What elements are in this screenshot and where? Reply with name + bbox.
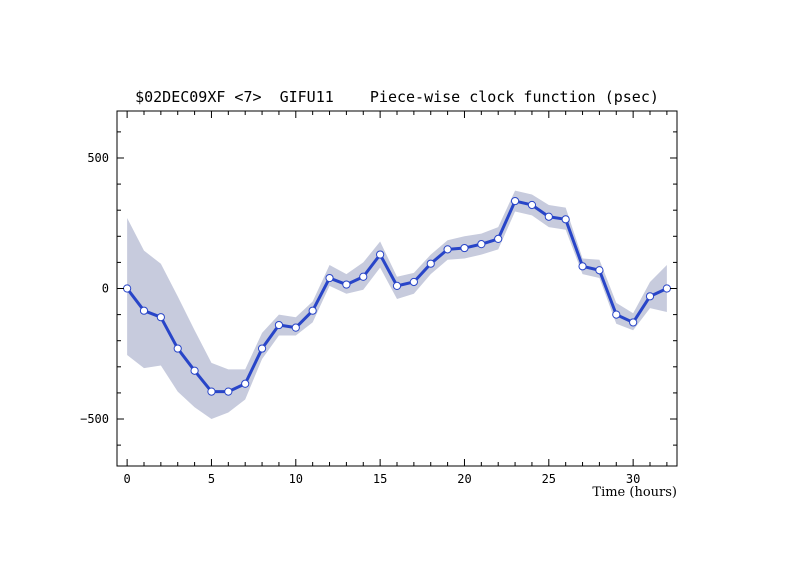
x-tick-label: 15 — [373, 472, 387, 486]
data-point — [325, 273, 334, 283]
data-point — [257, 344, 267, 353]
x-tick-label: 25 — [542, 472, 556, 486]
data-point — [662, 284, 671, 293]
tick-labels: 0 5 10 15 20 25 30 −500 0 500 — [80, 151, 640, 486]
data-point — [308, 306, 317, 315]
data-point — [274, 320, 284, 330]
data-point — [207, 387, 216, 396]
data-point — [173, 344, 182, 353]
data-point — [477, 240, 486, 249]
data-point — [510, 196, 520, 206]
data-point — [376, 250, 385, 259]
data-point — [494, 234, 503, 243]
chart-title: $02DEC09XF <7> GIFU11 Piece-wise clock f… — [135, 88, 659, 106]
y-tick-label: 0 — [102, 282, 109, 296]
data-point — [527, 200, 537, 210]
data-point — [392, 281, 402, 290]
data-point — [629, 318, 638, 327]
y-tick-label: 500 — [87, 151, 109, 165]
data-point — [645, 292, 655, 301]
data-point — [595, 266, 604, 275]
data-point — [190, 366, 199, 375]
x-tick-label: 20 — [457, 472, 471, 486]
data-point — [561, 215, 570, 224]
data-point — [460, 243, 469, 253]
uncertainty-band-layer — [127, 190, 667, 420]
data-point — [578, 262, 587, 271]
y-tick-label: −500 — [80, 412, 109, 426]
data-point — [544, 212, 553, 221]
data-point — [123, 284, 132, 293]
data-point-layer — [123, 196, 671, 396]
data-point — [342, 280, 351, 289]
x-tick-label: 5 — [208, 472, 215, 486]
data-point — [156, 313, 165, 322]
data-point — [224, 387, 233, 396]
axis-ticks — [117, 111, 677, 466]
data-point — [139, 306, 149, 315]
data-point — [409, 277, 418, 287]
data-point — [612, 310, 621, 319]
x-tick-label: 10 — [289, 472, 303, 486]
data-point — [359, 272, 368, 281]
x-tick-label: 0 — [124, 472, 131, 486]
data-point — [426, 259, 435, 268]
data-point — [291, 323, 300, 332]
x-tick-label: 30 — [626, 472, 640, 486]
data-point — [241, 379, 250, 388]
uncertainty-band — [127, 190, 667, 420]
x-axis-label: Time (hours) — [592, 485, 677, 500]
data-point — [443, 245, 452, 254]
